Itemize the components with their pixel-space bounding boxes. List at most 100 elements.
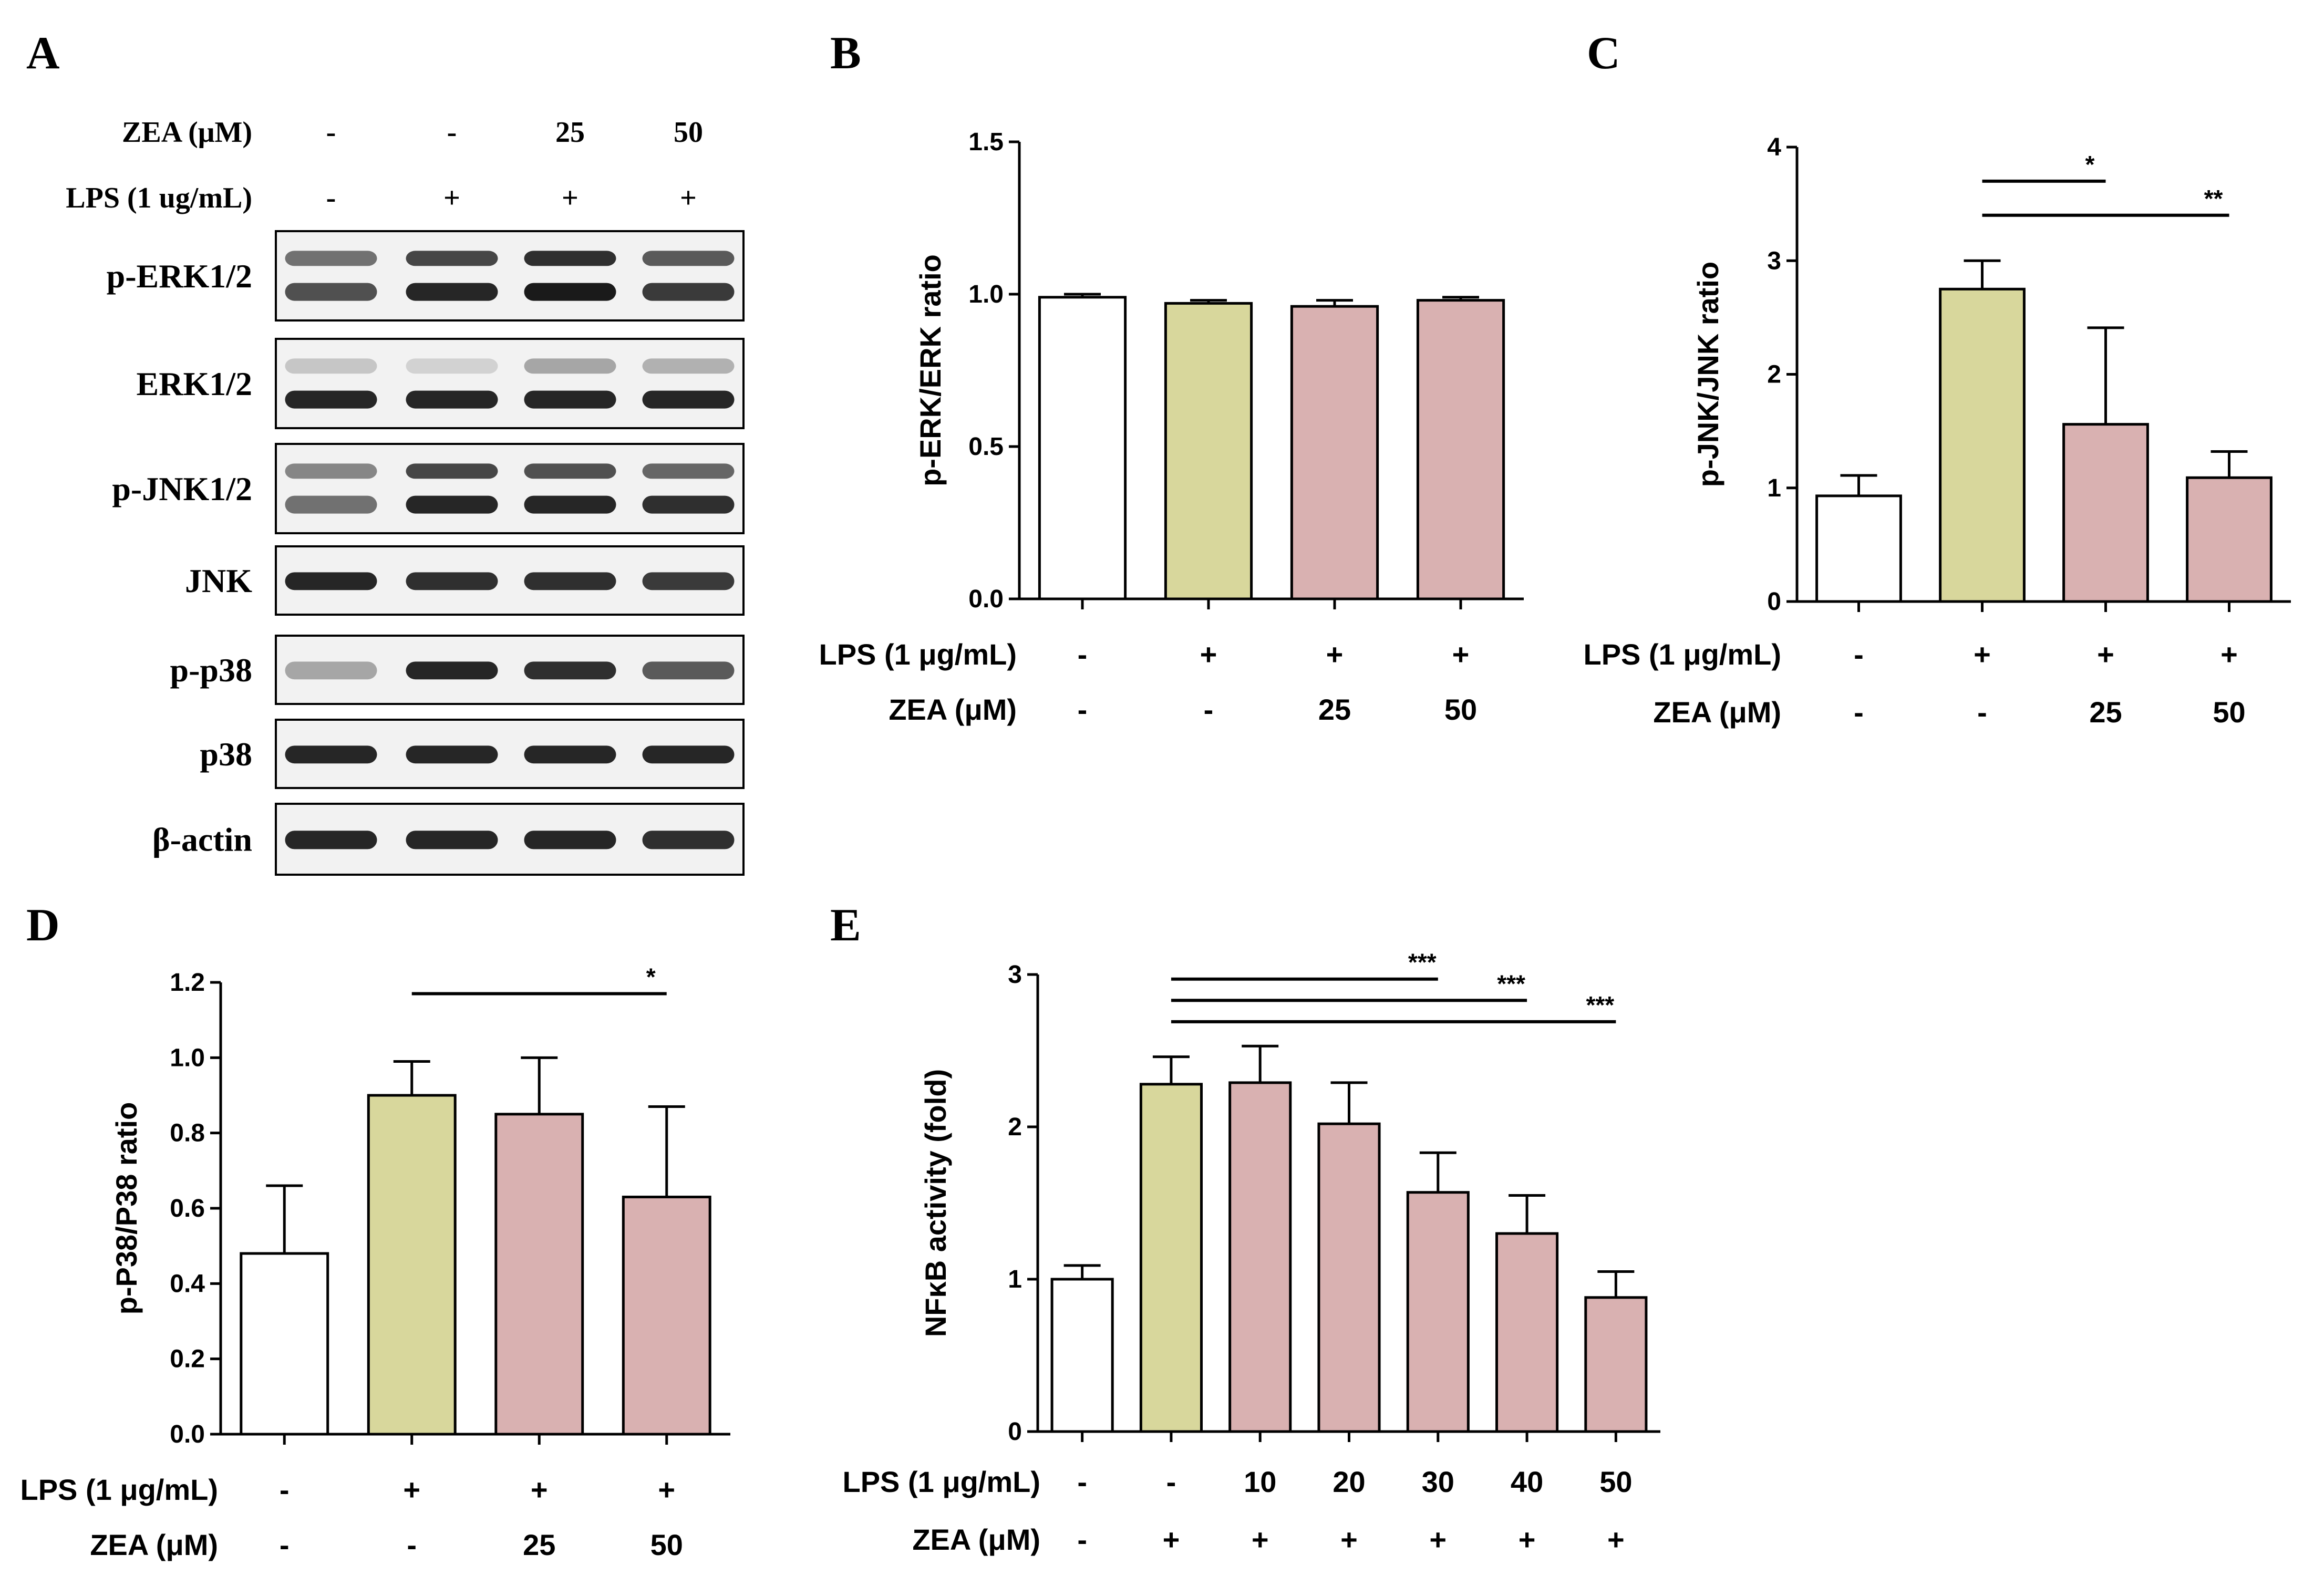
treatment-value: +	[1452, 638, 1470, 671]
wb-band	[642, 831, 735, 849]
wb-band	[524, 495, 616, 514]
y-axis-title: p-ERK/ERK ratio	[914, 254, 947, 486]
y-axis-title: NFκB activity (fold)	[919, 1069, 952, 1337]
treatment-value: +	[1326, 638, 1344, 671]
treatment-row-label: ZEA (μM)	[889, 693, 1017, 726]
bar	[2186, 476, 2273, 603]
significance-label: *	[646, 963, 656, 991]
bar	[367, 1094, 457, 1436]
wb-band	[285, 358, 377, 374]
treatment-value: 20	[1333, 1465, 1365, 1498]
wb-blot-row: p-p38	[170, 635, 745, 705]
wb-treatment-value: 25	[555, 116, 585, 149]
panel-letter-d: D	[26, 900, 60, 951]
wb-blot-label: p-JNK1/2	[112, 470, 252, 507]
treatment-value: +	[1163, 1523, 1180, 1556]
treatment-value: -	[407, 1528, 417, 1561]
wb-treatment-value: +	[562, 182, 579, 214]
y-tick-label: 3	[1008, 961, 1022, 989]
bar	[494, 1113, 584, 1436]
y-tick-label: 0	[1008, 1418, 1022, 1446]
wb-band	[642, 572, 735, 590]
treatment-value: -	[1166, 1465, 1176, 1498]
bar	[1495, 1232, 1559, 1433]
wb-band	[524, 572, 616, 590]
y-tick-label: 0.0	[968, 585, 1004, 613]
treatment-value: +	[2097, 638, 2114, 671]
y-tick-label: 1	[1767, 474, 1781, 502]
y-tick-label: 1.5	[968, 128, 1004, 156]
wb-treatment-value: -	[447, 116, 457, 149]
treatment-value: +	[1607, 1523, 1625, 1556]
wb-blot-frame	[275, 443, 745, 534]
wb-blot-row: p-JNK1/2	[112, 443, 745, 534]
wb-blot-row: p38	[200, 719, 745, 789]
panel-letter-e: E	[830, 900, 861, 951]
wb-band	[406, 358, 498, 374]
bar	[1164, 302, 1253, 600]
bar	[1406, 1191, 1470, 1433]
treatment-value: 25	[523, 1528, 555, 1561]
bar	[1815, 494, 1902, 603]
wb-band	[406, 283, 498, 301]
wb-blot-frame	[275, 230, 745, 322]
wb-band	[285, 495, 377, 514]
treatment-value: -	[1078, 638, 1088, 671]
wb-band	[642, 495, 735, 514]
treatment-value: -	[1854, 638, 1864, 671]
wb-blot-row: p-ERK1/2	[107, 230, 745, 322]
bar	[1050, 1278, 1114, 1433]
wb-treatment-value: -	[326, 116, 336, 149]
wb-band	[285, 745, 377, 764]
y-tick-label: 1	[1008, 1266, 1022, 1293]
y-tick-label: 0	[1767, 588, 1781, 616]
wb-band	[406, 572, 498, 590]
wb-treatment-value: 50	[674, 116, 703, 149]
treatment-value: +	[1519, 1523, 1536, 1556]
bar	[1228, 1081, 1292, 1433]
treatment-value: -	[280, 1473, 290, 1506]
wb-band	[524, 358, 616, 374]
wb-band	[285, 251, 377, 266]
y-tick-label: 3	[1767, 247, 1781, 275]
wb-band	[285, 831, 377, 849]
treatment-value: 10	[1244, 1465, 1276, 1498]
treatment-row-label: ZEA (μM)	[1653, 696, 1781, 729]
wb-treatment-value: +	[680, 182, 697, 214]
treatment-value: 50	[2213, 696, 2245, 729]
bar	[1038, 296, 1127, 600]
panel-letter-a: A	[26, 28, 60, 79]
treatment-value: 25	[1318, 693, 1351, 726]
treatment-value: -	[1204, 693, 1214, 726]
wb-blot-frame	[275, 338, 745, 429]
wb-blot-row: ERK1/2	[137, 338, 745, 429]
wb-band	[406, 495, 498, 514]
bar	[1584, 1296, 1648, 1433]
wb-band	[406, 745, 498, 764]
treatment-value: -	[1854, 696, 1864, 729]
y-axis-title: p-P38/P38 ratio	[110, 1102, 143, 1315]
treatment-value: 50	[650, 1528, 683, 1561]
panel-letter-b: B	[830, 28, 861, 79]
wb-blot-row: β-actin	[152, 803, 745, 876]
y-tick-label: 0.5	[968, 433, 1004, 461]
bar	[1139, 1083, 1203, 1433]
wb-band	[524, 251, 616, 266]
wb-band	[642, 283, 735, 301]
wb-blot-label: p-ERK1/2	[107, 257, 252, 295]
treatment-value: +	[1252, 1523, 1269, 1556]
treatment-value: +	[1200, 638, 1217, 671]
treatment-value: +	[1340, 1523, 1358, 1556]
treatment-value: +	[531, 1473, 548, 1506]
wb-band	[285, 390, 377, 409]
treatment-value: -	[280, 1528, 290, 1561]
treatment-value: +	[403, 1473, 420, 1506]
wb-band	[642, 745, 735, 764]
treatment-row-label: LPS (1 μg/mL)	[1584, 638, 1782, 671]
wb-treatment-label: LPS (1 ug/mL)	[66, 182, 252, 214]
treatment-row-label: LPS (1 μg/mL)	[20, 1473, 219, 1506]
panel-letter-c: C	[1587, 28, 1620, 79]
wb-band	[406, 390, 498, 409]
wb-band	[642, 463, 735, 479]
y-tick-label: 0.6	[170, 1195, 205, 1222]
